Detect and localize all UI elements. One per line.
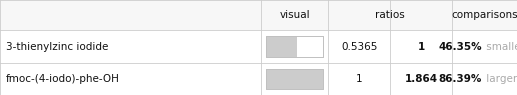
Text: ratios: ratios	[375, 10, 405, 20]
Text: 46.35%: 46.35%	[438, 42, 482, 52]
Bar	[266, 36, 323, 57]
Bar	[266, 36, 297, 57]
Text: 0.5365: 0.5365	[341, 42, 377, 52]
Text: smaller: smaller	[483, 42, 517, 52]
Text: 1: 1	[418, 42, 425, 52]
Text: visual: visual	[279, 10, 310, 20]
Bar	[0, 0, 517, 30]
Text: larger: larger	[483, 74, 517, 84]
Bar	[266, 68, 323, 89]
Bar	[266, 36, 323, 57]
Bar	[266, 68, 323, 89]
Bar	[0, 63, 517, 95]
Bar	[0, 30, 517, 63]
Text: comparisons: comparisons	[451, 10, 517, 20]
Text: 1.864: 1.864	[405, 74, 438, 84]
Text: 3-thienylzinc iodide: 3-thienylzinc iodide	[6, 42, 109, 52]
Text: 86.39%: 86.39%	[439, 74, 482, 84]
Text: fmoc-(4-iodo)-phe-OH: fmoc-(4-iodo)-phe-OH	[6, 74, 120, 84]
Text: 1: 1	[356, 74, 362, 84]
Bar	[266, 68, 323, 89]
